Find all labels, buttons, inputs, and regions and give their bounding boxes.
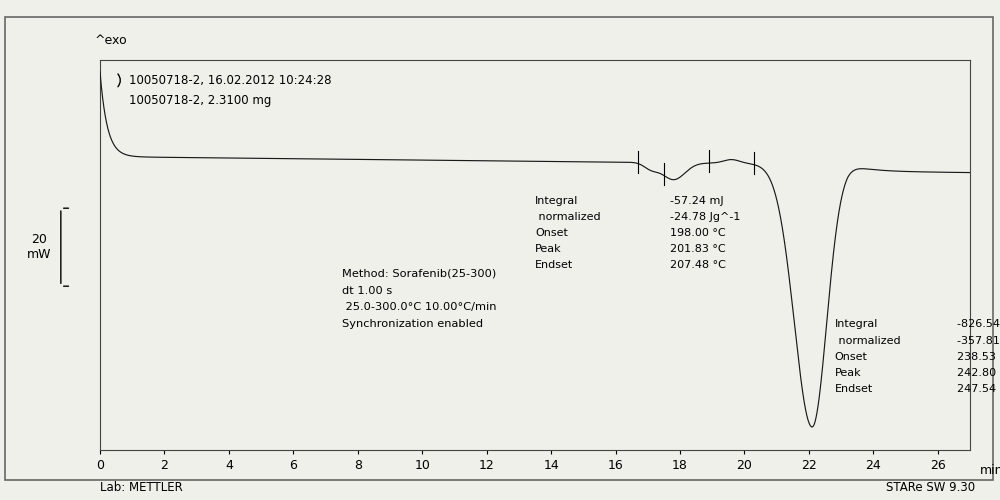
Text: Onset: Onset xyxy=(535,228,568,238)
Text: 198.00 °C: 198.00 °C xyxy=(670,228,726,238)
Text: Lab: METTLER: Lab: METTLER xyxy=(100,481,183,494)
Text: 201.83 °C: 201.83 °C xyxy=(670,244,726,254)
Text: Peak: Peak xyxy=(835,368,861,378)
Text: -357.81 Jg^-1: -357.81 Jg^-1 xyxy=(957,336,1000,345)
Text: 10050718-2, 16.02.2012 10:24:28: 10050718-2, 16.02.2012 10:24:28 xyxy=(129,74,332,86)
Text: Endset: Endset xyxy=(835,384,873,394)
Text: 25.0-300.0°C 10.00°C/min: 25.0-300.0°C 10.00°C/min xyxy=(342,302,496,312)
Text: -826.54 mJ: -826.54 mJ xyxy=(957,320,1000,330)
Text: Onset: Onset xyxy=(835,352,868,362)
Text: ^exo: ^exo xyxy=(95,34,128,48)
Text: Endset: Endset xyxy=(535,260,573,270)
Text: Synchronization enabled: Synchronization enabled xyxy=(342,320,483,330)
Text: Method: Sorafenib(25-300): Method: Sorafenib(25-300) xyxy=(342,268,496,278)
Text: dt 1.00 s: dt 1.00 s xyxy=(342,286,392,296)
Text: Peak: Peak xyxy=(535,244,562,254)
Text: STARe SW 9.30: STARe SW 9.30 xyxy=(886,481,975,494)
Text: normalized: normalized xyxy=(535,212,601,222)
Text: -24.78 Jg^-1: -24.78 Jg^-1 xyxy=(670,212,741,222)
Text: 238.53 °C: 238.53 °C xyxy=(957,352,1000,362)
Text: Integral: Integral xyxy=(835,320,878,330)
Text: min: min xyxy=(980,464,1000,477)
Text: 247.54 °C: 247.54 °C xyxy=(957,384,1000,394)
Text: 20
mW: 20 mW xyxy=(27,233,51,261)
Text: normalized: normalized xyxy=(835,336,900,345)
Text: Integral: Integral xyxy=(535,196,578,205)
Text: 207.48 °C: 207.48 °C xyxy=(670,260,726,270)
Text: 10050718-2, 2.3100 mg: 10050718-2, 2.3100 mg xyxy=(129,94,271,107)
Text: 242.80 °C: 242.80 °C xyxy=(957,368,1000,378)
Text: -57.24 mJ: -57.24 mJ xyxy=(670,196,724,205)
